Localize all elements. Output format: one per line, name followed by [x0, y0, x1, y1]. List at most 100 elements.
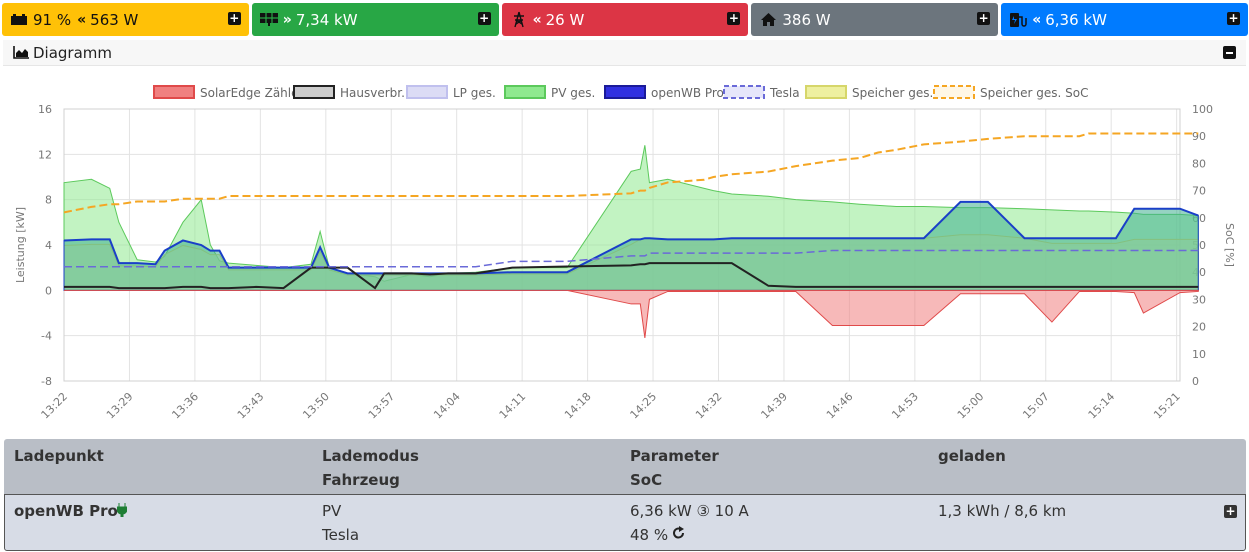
- y-tick-label: 16: [38, 103, 52, 116]
- speicher-soc-line: [63, 132, 1199, 214]
- col-geladen: geladen: [938, 447, 1006, 465]
- y-axis-label: Leistung [kW]: [14, 207, 27, 283]
- chargepoint-direction: «: [1032, 11, 1042, 28]
- legend-label: PV ges.: [551, 86, 595, 100]
- expand-icon[interactable]: +: [227, 11, 241, 25]
- pv-direction: »: [282, 11, 292, 28]
- y-tick-label: 0: [45, 284, 52, 297]
- legend-label: Tesla: [769, 86, 800, 100]
- grid-direction: «: [532, 11, 542, 28]
- col-fahrzeug: Fahrzeug: [322, 471, 400, 489]
- expand-icon[interactable]: +: [1226, 11, 1240, 25]
- expand-icon[interactable]: +: [477, 11, 491, 25]
- status-tiles: 91 % « 563 W + » 7,34 kW + « 26 W + 386 …: [2, 3, 1248, 36]
- chart-area-icon: [13, 46, 29, 59]
- pv-power: 7,34 kW: [295, 10, 358, 29]
- col-lademodus: Lademodus: [322, 447, 419, 465]
- chargepoint-name: openWB Pro: [14, 502, 118, 520]
- diagram-header[interactable]: Diagramm: [3, 40, 1246, 66]
- battery-power: 563 W: [90, 10, 139, 29]
- grid-power: 26 W: [545, 10, 585, 29]
- charge-mode[interactable]: PV: [322, 502, 342, 520]
- y-tick-label: 8: [45, 194, 52, 207]
- col-parameter: Parameter: [630, 447, 719, 465]
- solar-panel-icon: [259, 12, 279, 28]
- legend-swatch: [723, 85, 765, 99]
- y2-tick-label: 70: [1192, 185, 1206, 198]
- charged-energy: 1,3 kWh / 8,6 km: [938, 502, 1067, 520]
- y-tick-label: 12: [38, 148, 52, 161]
- y2-tick-label: 90: [1192, 130, 1206, 143]
- battery-tile[interactable]: 91 % « 563 W +: [2, 3, 249, 36]
- vehicle-name: Tesla: [322, 526, 360, 544]
- charging-station-icon: [1008, 12, 1028, 28]
- collapse-icon[interactable]: [1223, 46, 1236, 59]
- table-header: Ladepunkt Lademodus Fahrzeug Parameter S…: [4, 439, 1246, 494]
- charge-parameter: 6,36 kW ③ 10 A: [630, 502, 749, 520]
- legend-label: Hausverbr.: [340, 86, 405, 100]
- x-tick-label: 13:29: [104, 390, 136, 422]
- power-tower-icon: [509, 11, 529, 28]
- legend-swatch: [293, 85, 335, 99]
- battery-direction: «: [77, 11, 87, 28]
- y-tick-label: 4: [45, 239, 52, 252]
- legend-swatch: [153, 85, 195, 99]
- y2-axis-label: SoC [%]: [1223, 223, 1236, 267]
- y2-tick-label: 20: [1192, 321, 1206, 334]
- x-tick-label: 15:00: [955, 390, 987, 422]
- x-tick-label: 14:04: [431, 390, 463, 422]
- openwb-pro-line: [63, 200, 1199, 275]
- legend-label: openWB Pro: [651, 86, 724, 100]
- vehicle-soc: 48 %: [630, 526, 669, 544]
- table-row[interactable]: openWB Pro PV Tesla 6,36 kW ③ 10 A 48 % …: [4, 494, 1246, 551]
- y2-tick-label: 100: [1192, 103, 1213, 116]
- x-tick-label: 13:50: [300, 390, 332, 422]
- hausverbr-line: [64, 262, 1199, 290]
- legend-label: Speicher ges.: [852, 86, 933, 100]
- x-tick-label: 14:53: [889, 390, 921, 422]
- y-tick-label: -8: [41, 375, 52, 388]
- y2-tick-label: 80: [1192, 157, 1206, 170]
- expand-icon[interactable]: +: [1224, 504, 1237, 518]
- expand-icon[interactable]: +: [727, 11, 741, 25]
- expand-icon[interactable]: +: [977, 11, 991, 25]
- x-tick-label: 13:36: [169, 390, 201, 422]
- battery-icon: [9, 12, 29, 28]
- tesla-soc-line: [64, 249, 1199, 268]
- y2-tick-label: 30: [1192, 293, 1206, 306]
- legend-swatch: [406, 85, 448, 99]
- x-tick-label: 14:46: [824, 390, 856, 422]
- chargepoint-power: 6,36 kW: [1045, 10, 1107, 29]
- house-icon: [758, 12, 778, 28]
- legend-swatch: [604, 85, 646, 99]
- house-power: 386 W: [782, 10, 831, 29]
- legend-label: LP ges.: [453, 86, 496, 100]
- col-ladepunkt: Ladepunkt: [14, 447, 104, 465]
- col-soc: SoC: [630, 471, 663, 489]
- x-tick-label: 15:07: [1020, 390, 1052, 422]
- y2-tick-label: 10: [1192, 348, 1206, 361]
- plug-icon: [116, 503, 128, 521]
- x-tick-label: 14:39: [758, 390, 790, 422]
- x-tick-label: 13:57: [366, 390, 398, 422]
- house-tile[interactable]: 386 W +: [751, 3, 999, 36]
- diagram-title: Diagramm: [33, 43, 113, 62]
- x-tick-label: 13:22: [39, 390, 71, 422]
- legend-label: Speicher ges. SoC: [980, 86, 1089, 100]
- battery-soc: 91 %: [33, 10, 72, 29]
- x-tick-label: 15:14: [1086, 390, 1118, 422]
- legend-label: SolarEdge Zähler: [200, 86, 303, 100]
- zaehler-area: [64, 289, 1199, 338]
- legend-swatch: [504, 85, 546, 99]
- x-tick-label: 13:43: [235, 390, 267, 422]
- legend-swatch: [933, 85, 975, 99]
- chargepoint-table: Ladepunkt Lademodus Fahrzeug Parameter S…: [4, 439, 1246, 551]
- x-tick-label: 15:21: [1151, 390, 1183, 422]
- grid-tile[interactable]: « 26 W +: [501, 3, 749, 36]
- pv-tile[interactable]: » 7,34 kW +: [251, 3, 499, 36]
- legend-swatch: [805, 85, 847, 99]
- chargepoint-tile[interactable]: « 6,36 kW +: [1001, 3, 1248, 36]
- y-tick-label: -4: [41, 330, 52, 343]
- refresh-icon[interactable]: [672, 526, 685, 544]
